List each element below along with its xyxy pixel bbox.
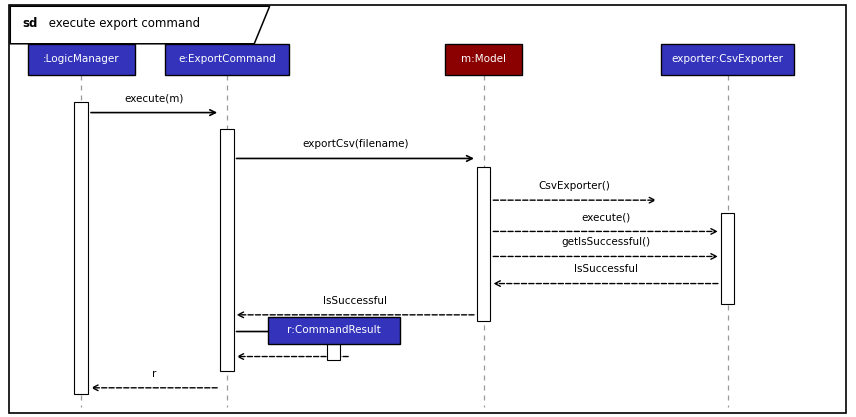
Text: CsvExporter(): CsvExporter() bbox=[539, 181, 610, 191]
FancyBboxPatch shape bbox=[220, 129, 234, 371]
FancyBboxPatch shape bbox=[661, 44, 794, 75]
FancyBboxPatch shape bbox=[9, 5, 846, 413]
Text: exportCsv(filename): exportCsv(filename) bbox=[302, 139, 408, 149]
Text: r:CommandResult: r:CommandResult bbox=[287, 326, 381, 335]
Polygon shape bbox=[10, 6, 270, 44]
FancyBboxPatch shape bbox=[445, 44, 522, 75]
Text: sd: sd bbox=[22, 17, 38, 30]
FancyBboxPatch shape bbox=[477, 167, 490, 321]
Text: IsSuccessful: IsSuccessful bbox=[574, 264, 638, 274]
Text: :LogicManager: :LogicManager bbox=[43, 55, 120, 64]
Text: getIsSuccessful(): getIsSuccessful() bbox=[561, 237, 651, 247]
FancyBboxPatch shape bbox=[27, 44, 134, 75]
Text: execute(m): execute(m) bbox=[124, 93, 184, 103]
FancyBboxPatch shape bbox=[327, 344, 340, 360]
FancyBboxPatch shape bbox=[267, 317, 400, 344]
Text: r: r bbox=[152, 369, 157, 379]
FancyBboxPatch shape bbox=[164, 44, 289, 75]
Text: exporter:CsvExporter: exporter:CsvExporter bbox=[672, 55, 783, 64]
FancyBboxPatch shape bbox=[721, 213, 734, 304]
Text: e:ExportCommand: e:ExportCommand bbox=[178, 55, 276, 64]
Text: IsSuccessful: IsSuccessful bbox=[324, 296, 387, 306]
FancyBboxPatch shape bbox=[74, 102, 88, 394]
Text: m:Model: m:Model bbox=[461, 55, 506, 64]
Text: execute(): execute() bbox=[581, 212, 630, 222]
Text: execute export command: execute export command bbox=[45, 17, 199, 30]
